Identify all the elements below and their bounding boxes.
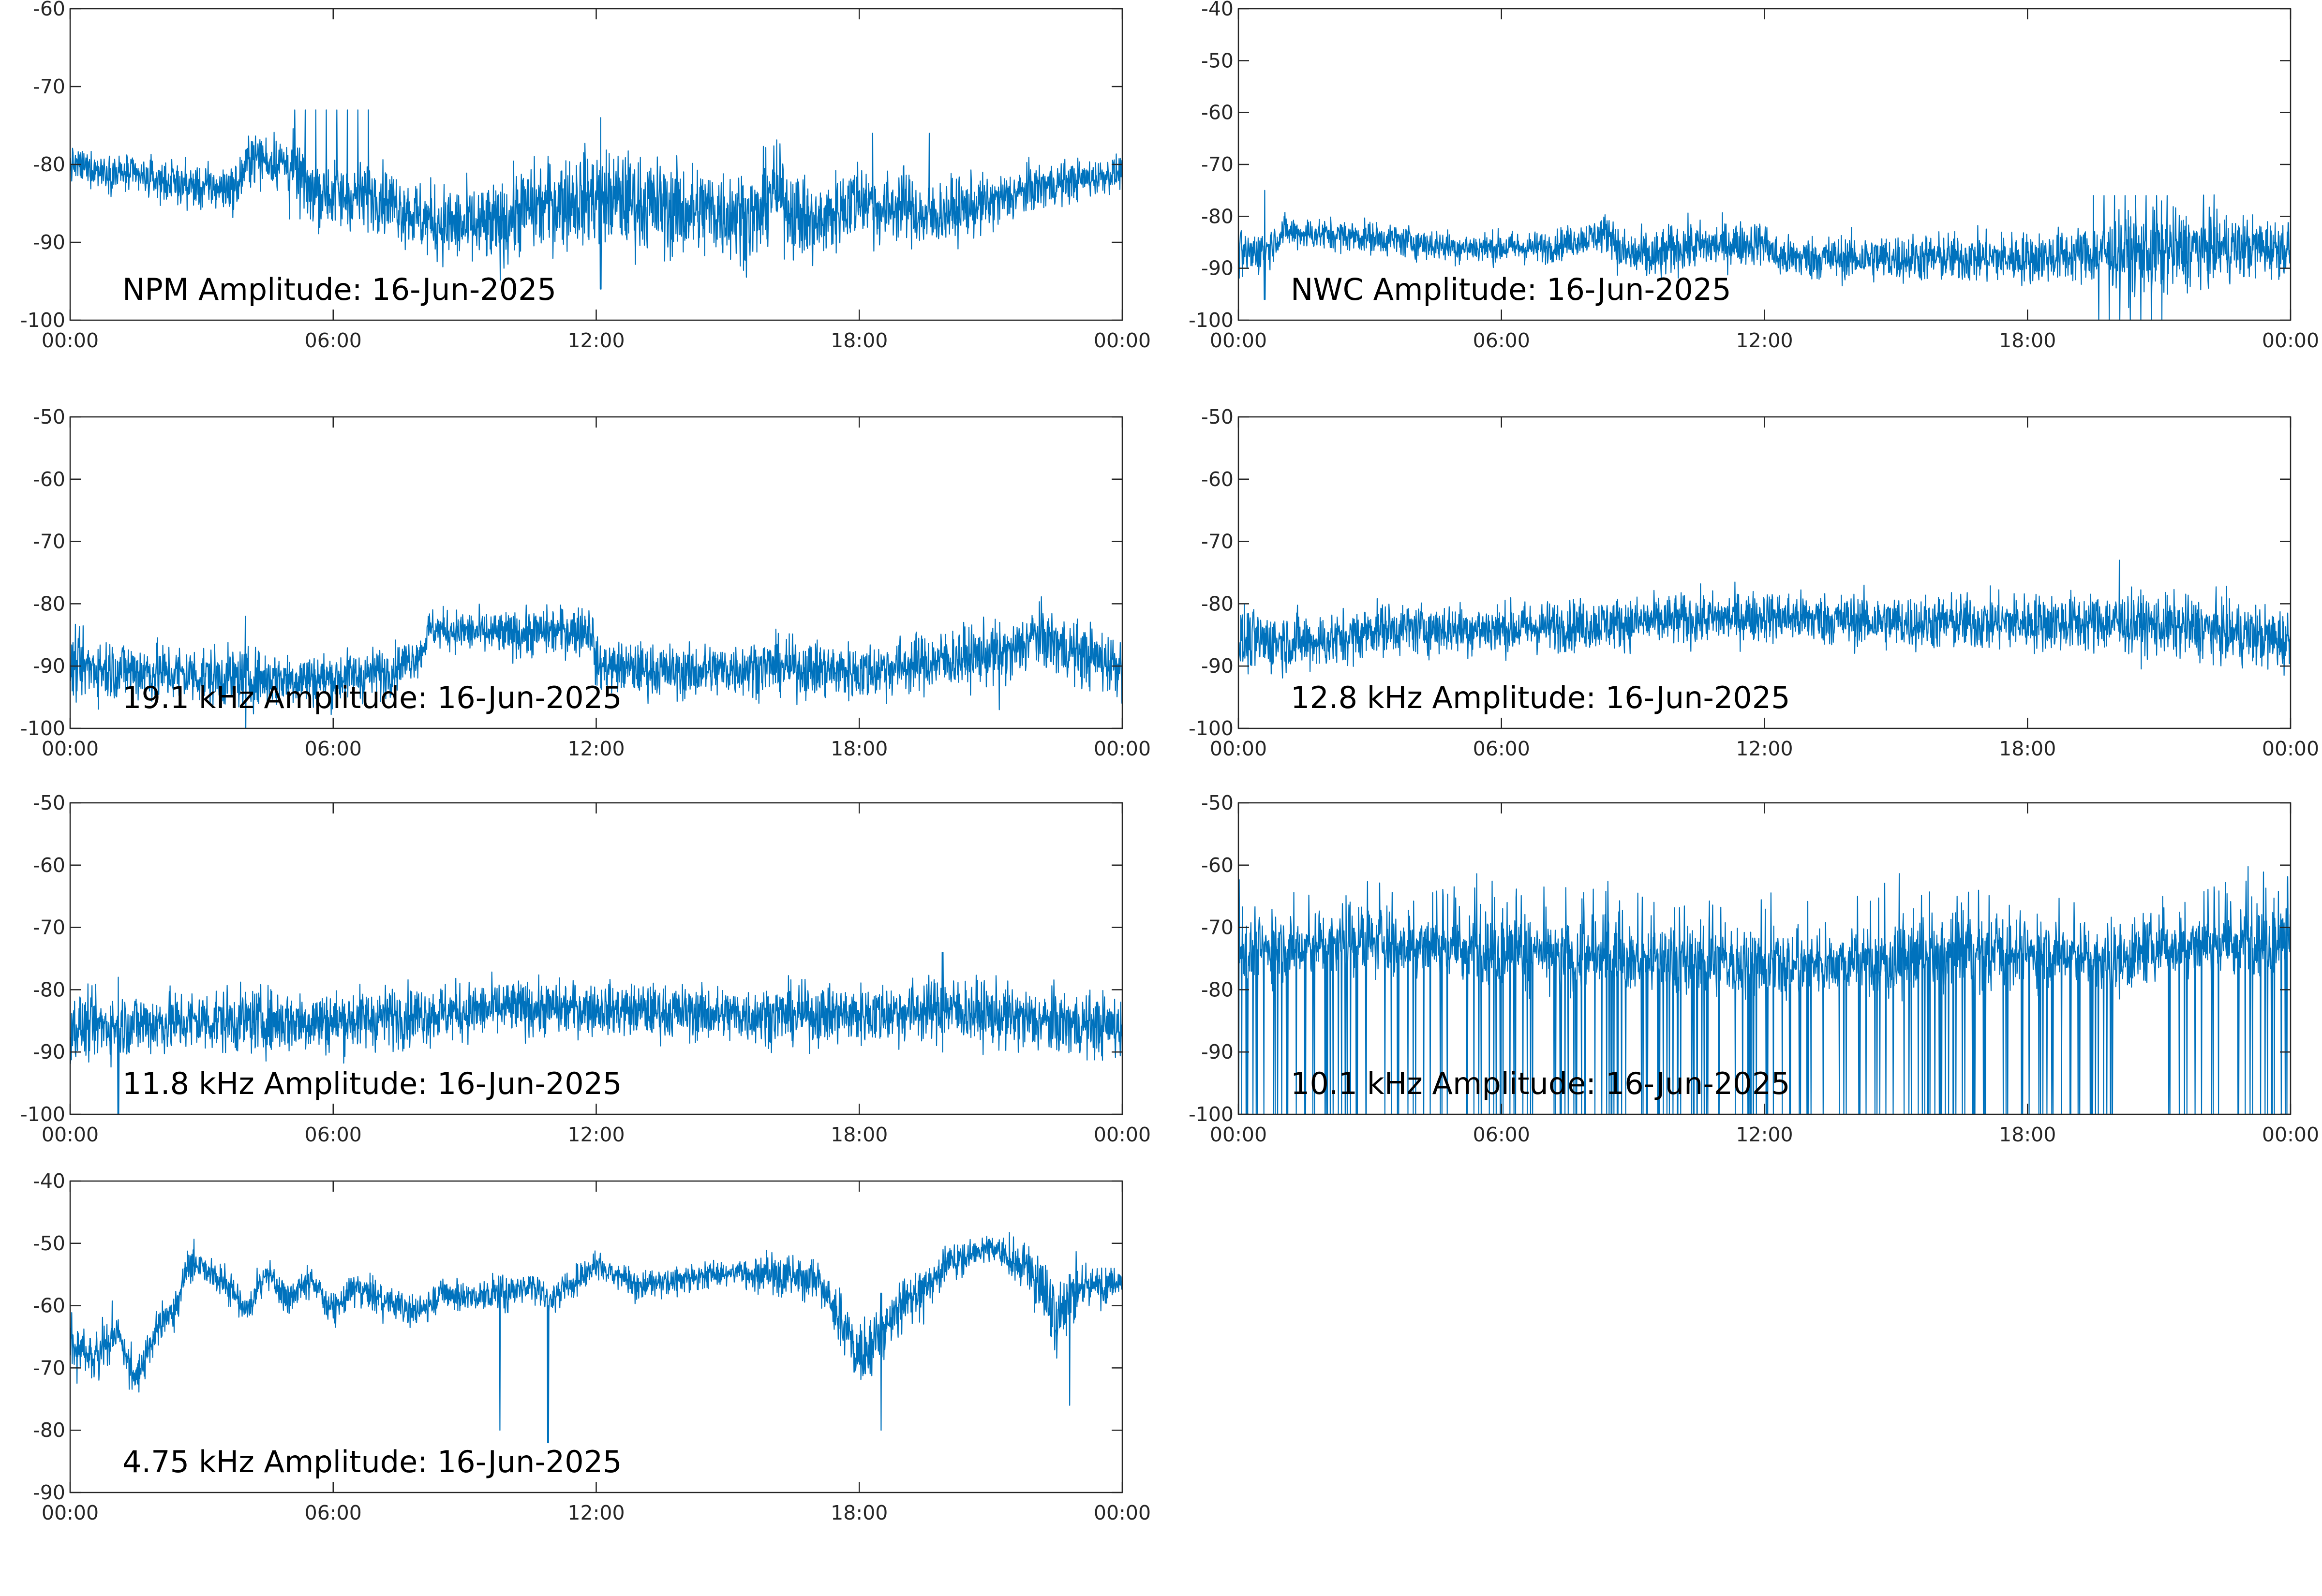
panel-title: 10.1 kHz Amplitude: 16-Jun-2025 <box>1291 1066 1790 1101</box>
x-tick-label: 00:00 <box>1094 329 1151 352</box>
y-tick-label: -70 <box>33 916 65 939</box>
x-tick-label: 06:00 <box>305 1123 362 1146</box>
amplitude-series-line <box>1238 560 2291 679</box>
y-tick-label: -80 <box>1201 205 1234 228</box>
y-tick-label: -40 <box>33 1169 65 1193</box>
x-tick-label: 00:00 <box>42 1501 99 1524</box>
x-tick-label: 18:00 <box>1999 329 2056 352</box>
x-tick-label: 00:00 <box>1210 329 1267 352</box>
x-tick-label: 12:00 <box>567 737 625 760</box>
y-tick-label: -60 <box>33 1294 65 1317</box>
x-tick-label: 12:00 <box>567 1501 625 1524</box>
x-tick-label: 00:00 <box>2262 1123 2319 1146</box>
y-tick-label: -80 <box>33 153 65 176</box>
y-tick-label: -60 <box>1201 854 1234 877</box>
x-tick-label: 00:00 <box>42 329 99 352</box>
panel-title: NWC Amplitude: 16-Jun-2025 <box>1291 272 1731 307</box>
chart-panel-6: -100 -90 -80 -70 -60 -50 00:00 06:00 12:00 18:00 0… <box>1189 791 2319 1146</box>
chart-panel-3: -100 -90 -80 -70 -60 -50 00:00 06:00 12:00 18:00 0… <box>20 405 1151 760</box>
y-tick-label: -100 <box>1189 717 1234 740</box>
panel-title: 4.75 kHz Amplitude: 16-Jun-2025 <box>122 1444 622 1479</box>
y-tick-label: -70 <box>1201 916 1234 939</box>
chart-panel-4: -100 -90 -80 -70 -60 -50 00:00 06:00 12:00 18:00 0… <box>1189 405 2319 760</box>
amplitude-series-line <box>70 1232 1122 1444</box>
x-tick-label: 00:00 <box>1094 737 1151 760</box>
y-tick-label: -70 <box>1201 153 1234 176</box>
amplitude-series-line <box>70 596 1122 728</box>
y-tick-label: -70 <box>33 75 65 98</box>
y-tick-label: -90 <box>33 1040 65 1064</box>
x-tick-label: 00:00 <box>1094 1123 1151 1146</box>
y-tick-label: -70 <box>33 530 65 553</box>
x-tick-label: 06:00 <box>1473 329 1530 352</box>
y-tick-label: -80 <box>1201 978 1234 1001</box>
chart-panel-1: -100 -90 -80 -70 -60 00:00 06:00 12:00 18:00 00:0… <box>20 0 1151 352</box>
amplitude-series-line <box>70 109 1122 290</box>
x-tick-label: 06:00 <box>305 737 362 760</box>
x-tick-label: 00:00 <box>2262 329 2319 352</box>
x-tick-label: 00:00 <box>2262 737 2319 760</box>
x-tick-label: 00:00 <box>1094 1501 1151 1524</box>
y-tick-label: -70 <box>1201 530 1234 553</box>
y-tick-label: -50 <box>1201 405 1234 429</box>
x-tick-label: 18:00 <box>831 737 888 760</box>
panel-title: 11.8 kHz Amplitude: 16-Jun-2025 <box>122 1066 622 1101</box>
y-tick-label: -80 <box>1201 592 1234 615</box>
x-tick-label: 18:00 <box>1999 1123 2056 1146</box>
x-tick-label: 12:00 <box>567 1123 625 1146</box>
x-tick-label: 06:00 <box>1473 737 1530 760</box>
panel-title: 19.1 kHz Amplitude: 16-Jun-2025 <box>122 680 622 715</box>
x-tick-label: 12:00 <box>1736 1123 1793 1146</box>
x-tick-label: 00:00 <box>42 737 99 760</box>
chart-panel-5: -100 -90 -80 -70 -60 -50 00:00 06:00 12:00 18:00 0… <box>20 791 1151 1146</box>
y-tick-label: -50 <box>33 791 65 814</box>
y-tick-label: -40 <box>1201 0 1234 20</box>
y-tick-label: -100 <box>1189 309 1234 332</box>
y-tick-label: -50 <box>33 1232 65 1255</box>
x-tick-label: 18:00 <box>1999 737 2056 760</box>
x-tick-label: 18:00 <box>831 1501 888 1524</box>
y-tick-label: -90 <box>1201 654 1234 678</box>
y-tick-label: -90 <box>1201 1040 1234 1064</box>
y-tick-label: -50 <box>1201 791 1234 814</box>
y-tick-label: -100 <box>20 1103 65 1126</box>
y-tick-label: -50 <box>33 405 65 429</box>
x-tick-label: 06:00 <box>305 329 362 352</box>
amplitude-series-line <box>70 952 1122 1114</box>
y-tick-label: -60 <box>1201 468 1234 491</box>
x-tick-label: 00:00 <box>42 1123 99 1146</box>
y-tick-label: -80 <box>33 592 65 615</box>
x-tick-label: 06:00 <box>1473 1123 1530 1146</box>
y-tick-label: -100 <box>20 309 65 332</box>
x-tick-label: 12:00 <box>1736 329 1793 352</box>
y-tick-label: -60 <box>33 854 65 877</box>
y-tick-label: -100 <box>1189 1103 1234 1126</box>
x-tick-label: 12:00 <box>567 329 625 352</box>
amplitude-series-line <box>1238 866 2291 1114</box>
y-tick-label: -90 <box>1201 257 1234 280</box>
y-tick-label: -60 <box>33 468 65 491</box>
panel-title: NPM Amplitude: 16-Jun-2025 <box>122 272 556 307</box>
x-tick-label: 18:00 <box>831 1123 888 1146</box>
y-tick-label: -80 <box>33 1419 65 1442</box>
y-tick-label: -90 <box>33 654 65 678</box>
y-tick-label: -100 <box>20 717 65 740</box>
y-tick-label: -80 <box>33 978 65 1001</box>
x-tick-label: 00:00 <box>1210 1123 1267 1146</box>
x-tick-label: 00:00 <box>1210 737 1267 760</box>
panel-title: 12.8 kHz Amplitude: 16-Jun-2025 <box>1291 680 1790 715</box>
y-tick-label: -60 <box>33 0 65 20</box>
amplitude-series-line <box>1238 190 2291 320</box>
x-tick-label: 06:00 <box>305 1501 362 1524</box>
chart-panel-2: -100 -90 -80 -70 -60 -50 -40 00:00 06:00 12:00 18:… <box>1189 0 2319 352</box>
y-tick-label: -70 <box>33 1356 65 1379</box>
y-tick-label: -60 <box>1201 101 1234 124</box>
x-tick-label: 18:00 <box>831 329 888 352</box>
x-tick-label: 12:00 <box>1736 737 1793 760</box>
chart-panel-7: -90 -80 -70 -60 -50 -40 00:00 06:00 12:00 18:00 00… <box>33 1169 1151 1524</box>
y-tick-label: -90 <box>33 1481 65 1504</box>
y-tick-label: -50 <box>1201 49 1234 72</box>
y-tick-label: -90 <box>33 231 65 254</box>
